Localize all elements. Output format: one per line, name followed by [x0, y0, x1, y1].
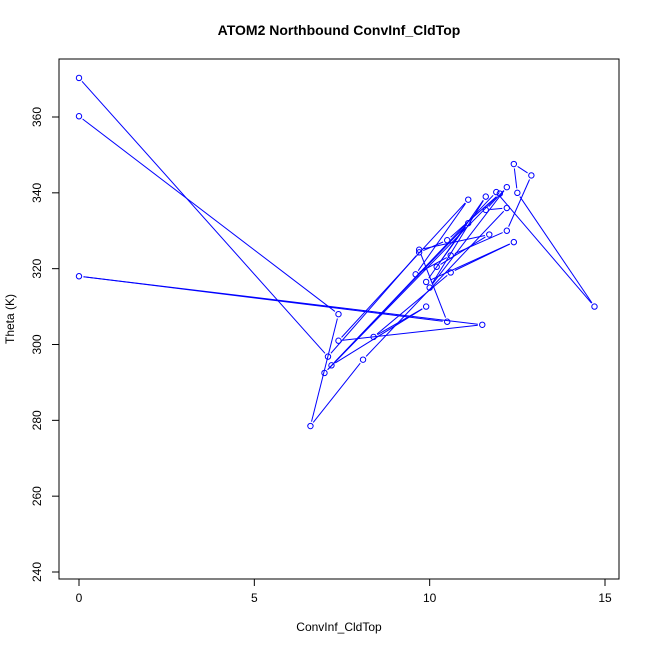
y-tick-label: 260	[30, 486, 44, 506]
data-point	[482, 206, 489, 214]
series-line-segment	[513, 168, 518, 189]
series-line-segment	[428, 200, 484, 279]
data-point	[75, 113, 83, 120]
data-point	[510, 160, 518, 168]
x-tick-label: 0	[76, 591, 83, 605]
series-line-segment	[508, 179, 530, 227]
data-point	[370, 333, 377, 341]
y-axis-label: Theta (K)	[3, 294, 17, 344]
data-point	[415, 246, 423, 253]
data-point	[510, 238, 518, 246]
series-line-segment	[334, 226, 466, 363]
y-axis: 240 260 280 300 320 340 360	[30, 107, 60, 582]
series-line-segment	[341, 202, 466, 338]
series-line-segment	[312, 362, 361, 423]
series-line-segment	[365, 210, 505, 357]
series-line-segment	[490, 207, 503, 210]
series-line-segment	[81, 80, 326, 354]
data-point	[433, 263, 440, 270]
y-tick-label: 320	[30, 258, 44, 278]
data-point	[591, 303, 598, 310]
data-point	[503, 183, 511, 191]
data-point	[486, 231, 493, 238]
series-line-segment	[417, 203, 467, 271]
series-line-segment	[335, 308, 423, 364]
data-point	[496, 190, 503, 197]
y-tick-label: 240	[30, 562, 44, 582]
data-point	[482, 193, 489, 200]
data-point	[415, 249, 423, 256]
series-layer	[75, 74, 598, 430]
data-point	[447, 269, 454, 276]
series-line-segment	[377, 308, 423, 336]
series-line-segment	[517, 166, 528, 174]
data-point	[528, 172, 535, 179]
x-axis: 0 5 10 15	[76, 578, 612, 605]
series-line-segment	[83, 276, 443, 322]
x-tick-label: 10	[423, 591, 437, 605]
data-point	[75, 273, 83, 280]
data-point	[503, 227, 511, 234]
series-line-segment	[454, 232, 503, 255]
series-line-segment	[82, 118, 336, 312]
series-line-segment	[488, 190, 505, 207]
data-point	[447, 252, 454, 259]
data-point	[444, 237, 451, 244]
series-line-segment	[440, 236, 486, 265]
series-line-segment	[431, 200, 484, 285]
plot-frame	[58, 58, 620, 580]
data-point	[493, 188, 500, 196]
y-tick-label: 300	[30, 334, 44, 354]
data-point	[422, 303, 430, 310]
data-point	[359, 356, 367, 363]
data-point	[444, 318, 451, 325]
data-point	[75, 74, 83, 82]
data-point	[503, 204, 511, 212]
data-point	[321, 369, 328, 377]
data-point	[307, 422, 314, 430]
series-line-segment	[498, 195, 592, 304]
x-tick-label: 5	[251, 591, 258, 605]
data-point	[514, 189, 521, 197]
x-tick-label: 15	[598, 591, 612, 605]
data-point	[324, 353, 332, 360]
x-axis-label: ConvInf_CldTop	[296, 620, 382, 634]
data-point	[422, 278, 430, 286]
series-line-segment	[342, 324, 478, 341]
data-point	[479, 321, 486, 328]
data-point	[335, 337, 342, 344]
y-tick-label: 340	[30, 183, 44, 203]
data-point	[412, 271, 419, 278]
series-line-segment	[432, 190, 505, 285]
y-tick-label: 360	[30, 107, 44, 127]
data-point	[465, 219, 472, 227]
y-tick-label: 280	[30, 410, 44, 430]
data-point	[335, 310, 342, 318]
chart-title: ATOM2 Northbound ConvInf_CldTop	[218, 22, 461, 38]
series-line-segment	[419, 257, 447, 273]
series-line-segment	[519, 196, 593, 304]
series-line-segment	[376, 274, 448, 335]
data-point	[426, 284, 433, 291]
data-point	[465, 196, 472, 203]
data-point	[328, 362, 335, 369]
